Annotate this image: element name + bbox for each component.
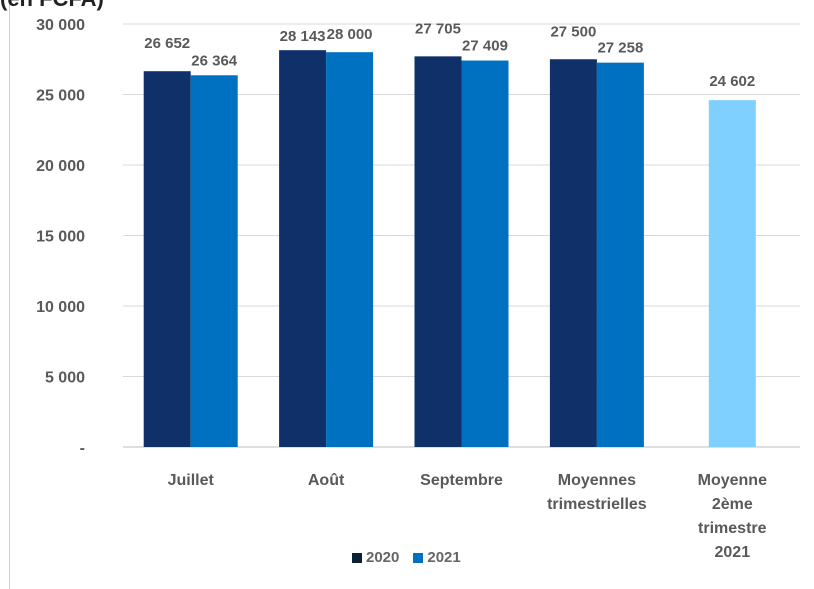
data-label: 26 652 [144, 35, 190, 52]
y-tick-label: 30 000 [36, 17, 85, 34]
y-tick-label: 25 000 [36, 88, 85, 105]
x-tick-label-line: trimestrielles [547, 496, 647, 513]
legend-item-2021: 2021 [413, 549, 461, 566]
legend-swatch-2020 [352, 552, 362, 563]
x-tick-label: Juillet [168, 472, 215, 489]
data-label: 27 258 [597, 40, 643, 57]
x-tick-label-line: trimestre [698, 520, 767, 537]
x-tick-label-line: 2021 [715, 544, 751, 561]
bar-2021 [461, 60, 509, 447]
legend-item-2020: 2020 [352, 549, 399, 566]
data-label: 28 000 [327, 26, 373, 43]
y-tick-label: 5 000 [45, 370, 85, 387]
legend-swatch-2021 [413, 552, 424, 563]
bar-2020 [414, 56, 462, 448]
bar-2021 [596, 62, 644, 447]
x-tick-label-line: Moyennes [558, 472, 636, 489]
y-tick-label: 15 000 [36, 229, 85, 246]
legend-label-2021: 2021 [427, 549, 461, 566]
bar-2020 [549, 59, 597, 447]
y-tick-label: 20 000 [36, 158, 85, 175]
x-tick-label-line: Juillet [168, 472, 215, 489]
bar-2021 [326, 52, 374, 447]
chart-legend: 2020 2021 [352, 549, 461, 566]
data-label: 24 602 [709, 73, 755, 90]
x-tick-label-line: Septembre [420, 472, 503, 489]
bar-2020 [279, 50, 327, 447]
x-tick-label: Moyenne 2ème trimestre 2021 [698, 472, 767, 561]
bar-2021 [190, 75, 238, 447]
x-tick-label-line: Août [308, 472, 345, 489]
y-tick-label: 10 000 [36, 299, 85, 316]
data-label: 27 409 [462, 38, 508, 55]
x-tick-label-line: 2ème [712, 496, 753, 513]
legend-label-2020: 2020 [366, 549, 400, 566]
bar-2021 [708, 100, 756, 447]
data-label: 28 143 [280, 28, 326, 45]
x-tick-label: Septembre [420, 472, 503, 489]
chart-frame-edge [9, 0, 10, 589]
x-tick-label: Moyennes trimestrielles [547, 472, 647, 513]
data-label: 27 705 [415, 20, 461, 37]
data-label: 27 500 [550, 23, 596, 40]
partial-title-text: (en FCFA) [0, 0, 104, 12]
bar-2020 [143, 71, 191, 448]
x-tick-label: Août [308, 472, 345, 489]
data-label: 26 364 [191, 52, 238, 69]
x-tick-label-line: Moyenne [698, 472, 767, 489]
y-tick-label: - [80, 440, 85, 457]
